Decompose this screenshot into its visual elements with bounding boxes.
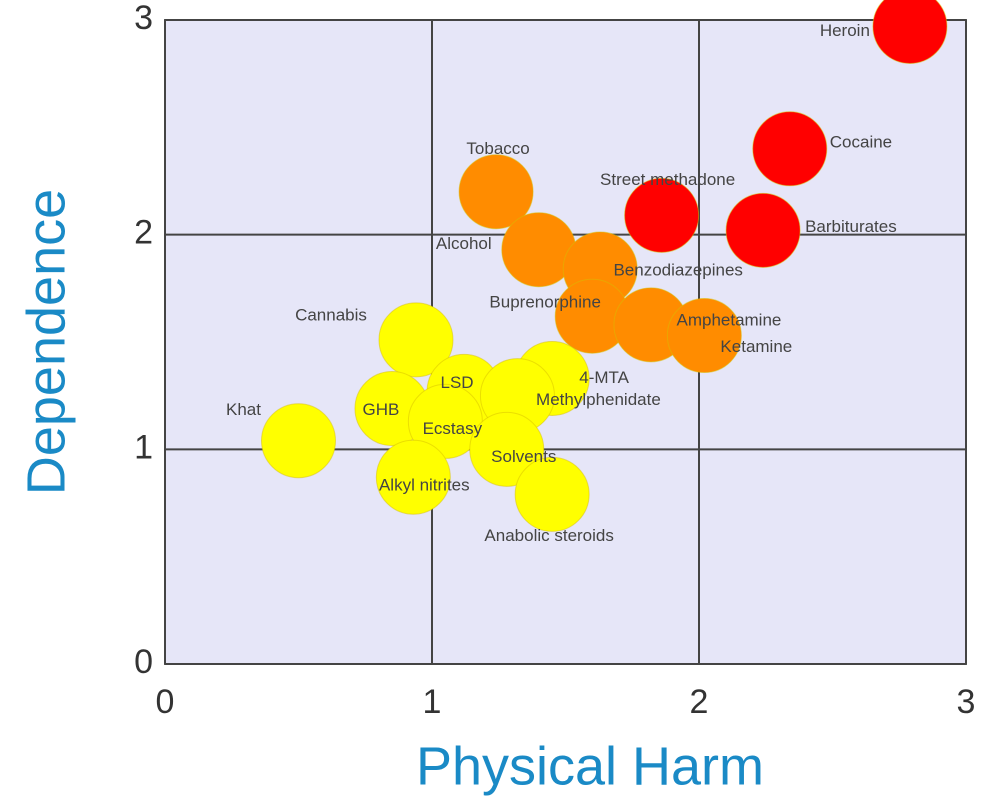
point-label: Tobacco (466, 139, 529, 158)
point-label: Alcohol (436, 234, 492, 253)
point-label: Ecstasy (423, 419, 483, 438)
point-label: Cocaine (830, 132, 892, 151)
point-label: Buprenorphine (489, 293, 601, 312)
point (624, 177, 700, 253)
point-label: Khat (226, 400, 261, 419)
y-tick-label: 0 (134, 643, 153, 681)
y-tick-label: 2 (134, 214, 153, 252)
point-label: Amphetamine (676, 310, 781, 329)
point-label: Alkyl nitrites (379, 476, 470, 495)
point-label: GHB (363, 400, 400, 419)
y-tick-label: 1 (134, 428, 153, 466)
point-label: Solvents (491, 447, 556, 466)
x-tick-label: 3 (957, 683, 976, 721)
point (375, 439, 451, 515)
point-label: Barbiturates (805, 217, 897, 236)
point-label: 4-MTA (579, 368, 629, 387)
point (261, 403, 336, 479)
y-axis-title: Dependence (16, 189, 76, 495)
point (458, 154, 534, 230)
point-label: Heroin (820, 21, 870, 40)
point (378, 302, 454, 378)
point-label: LSD (441, 373, 474, 392)
point (752, 111, 828, 187)
point (514, 456, 590, 532)
point (666, 298, 742, 374)
point (725, 192, 801, 268)
point-label: Ketamine (720, 337, 792, 356)
x-tick-label: 1 (423, 683, 442, 721)
point-label: Cannabis (295, 305, 367, 324)
point-label: Benzodiazepines (613, 260, 742, 279)
y-tick-label: 3 (134, 0, 153, 37)
point-label: Methylphenidate (536, 390, 661, 409)
point-label: Street methadone (600, 170, 735, 189)
point (469, 411, 545, 487)
x-tick-label: 0 (156, 683, 175, 721)
point-label: Anabolic steroids (484, 526, 613, 545)
x-axis-title: Physical Harm (416, 736, 764, 796)
x-tick-label: 2 (690, 683, 709, 721)
point (872, 0, 948, 64)
